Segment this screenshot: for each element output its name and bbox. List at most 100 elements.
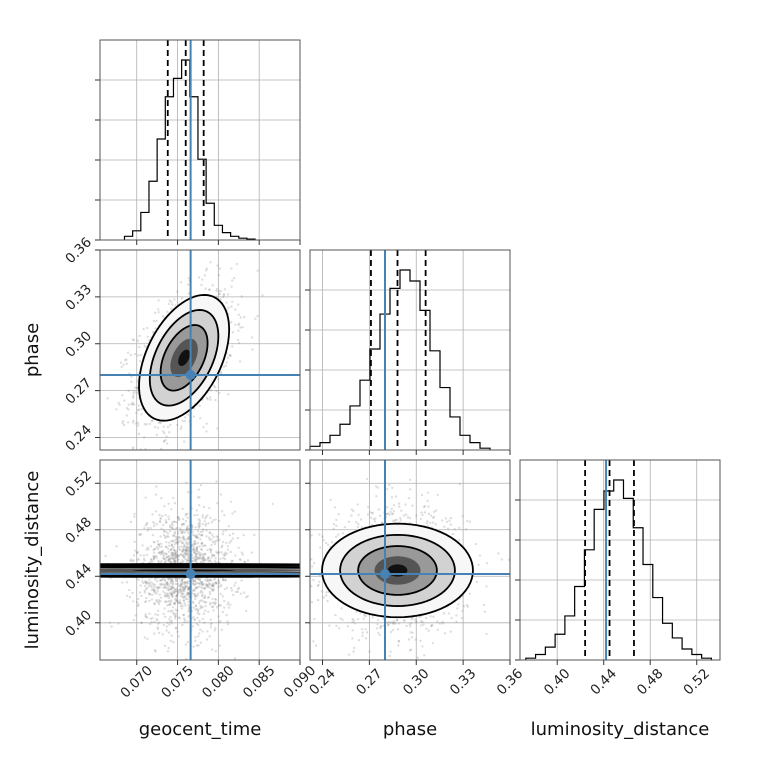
sample-point xyxy=(219,585,222,588)
sample-point xyxy=(429,521,432,525)
sample-point xyxy=(155,600,158,603)
sample-point xyxy=(200,534,204,537)
sample-point xyxy=(225,361,228,364)
sample-point xyxy=(174,551,177,555)
sample-point xyxy=(388,621,392,624)
y-axis-label-phase: phase xyxy=(22,323,43,377)
sample-point xyxy=(181,559,184,562)
sample-point xyxy=(229,539,233,543)
sample-point xyxy=(187,587,190,590)
sample-point xyxy=(214,597,217,601)
sample-point xyxy=(196,592,200,595)
sample-point xyxy=(175,599,178,602)
y-tick-label: 0.40 xyxy=(62,607,95,640)
sample-point xyxy=(149,545,153,548)
sample-point xyxy=(174,579,178,583)
sample-point xyxy=(159,596,163,599)
sample-point xyxy=(442,612,446,615)
sample-point xyxy=(174,304,177,307)
sample-point xyxy=(170,543,174,547)
sample-point xyxy=(187,552,191,555)
sample-point xyxy=(325,591,328,594)
sample-point xyxy=(145,587,148,591)
sample-point xyxy=(186,620,189,623)
y-tick-label: 0.48 xyxy=(62,514,95,547)
sample-point xyxy=(131,591,134,595)
sample-point xyxy=(184,512,188,516)
sample-point xyxy=(295,531,297,533)
sample-point xyxy=(423,511,427,514)
sample-point xyxy=(155,485,158,488)
sample-point xyxy=(232,276,236,280)
sample-point xyxy=(169,620,172,623)
sample-point xyxy=(199,560,203,563)
axis-frame xyxy=(99,249,301,451)
sample-point xyxy=(186,542,190,546)
sample-point xyxy=(447,612,451,615)
sample-point xyxy=(198,522,201,525)
sample-point xyxy=(180,531,183,535)
sample-point xyxy=(155,556,159,559)
sample-point xyxy=(196,545,199,549)
sample-point xyxy=(171,595,174,598)
sample-point xyxy=(180,545,183,548)
sample-point xyxy=(294,519,296,521)
sample-point xyxy=(201,278,204,281)
sample-point xyxy=(430,625,433,628)
sample-point xyxy=(175,578,178,582)
sample-point xyxy=(460,616,464,620)
sample-point xyxy=(158,593,162,596)
sample-point xyxy=(427,512,431,516)
sample-point xyxy=(152,585,155,588)
sample-point xyxy=(187,600,191,603)
sample-point xyxy=(183,589,186,593)
x-tick-label: 0.44 xyxy=(587,666,620,699)
sample-point xyxy=(197,601,201,605)
sample-point xyxy=(250,336,254,339)
sample-point xyxy=(192,615,195,619)
sample-point xyxy=(312,578,315,582)
sample-point xyxy=(162,586,165,589)
sample-point xyxy=(210,554,214,557)
sample-point xyxy=(194,597,197,601)
sample-point xyxy=(426,524,429,528)
sample-point xyxy=(156,627,160,630)
sample-point xyxy=(210,588,214,591)
sample-point xyxy=(185,581,189,585)
sample-point xyxy=(431,641,435,645)
sample-point xyxy=(478,554,482,557)
sample-point xyxy=(185,527,189,530)
sample-point xyxy=(174,612,178,616)
sample-point xyxy=(183,621,186,624)
sample-point xyxy=(183,555,187,558)
sample-point xyxy=(208,635,211,638)
sample-point xyxy=(202,612,206,615)
x-tick-label: 0.52 xyxy=(680,666,713,699)
sample-point xyxy=(387,620,390,624)
sample-point xyxy=(131,403,134,406)
sample-point xyxy=(399,518,402,522)
sample-point xyxy=(197,504,201,507)
sample-point xyxy=(181,549,185,552)
sample-point xyxy=(201,530,204,533)
sample-point xyxy=(185,538,188,541)
sample-point xyxy=(155,579,159,583)
sample-point xyxy=(206,398,210,401)
sample-point xyxy=(137,578,140,582)
sample-point xyxy=(135,391,138,395)
sample-point xyxy=(157,599,161,602)
sample-point xyxy=(132,403,136,406)
sample-point xyxy=(224,553,227,556)
sample-point xyxy=(222,365,226,368)
sample-point xyxy=(104,470,106,472)
sample-point xyxy=(151,582,155,586)
sample-point xyxy=(183,543,186,546)
sample-point xyxy=(177,591,180,595)
sample-point xyxy=(206,548,209,552)
sample-point xyxy=(175,594,179,597)
sample-point xyxy=(341,618,344,622)
sample-point xyxy=(153,649,157,652)
sample-point xyxy=(197,635,200,638)
sample-point xyxy=(144,580,148,584)
sample-point xyxy=(187,559,191,563)
